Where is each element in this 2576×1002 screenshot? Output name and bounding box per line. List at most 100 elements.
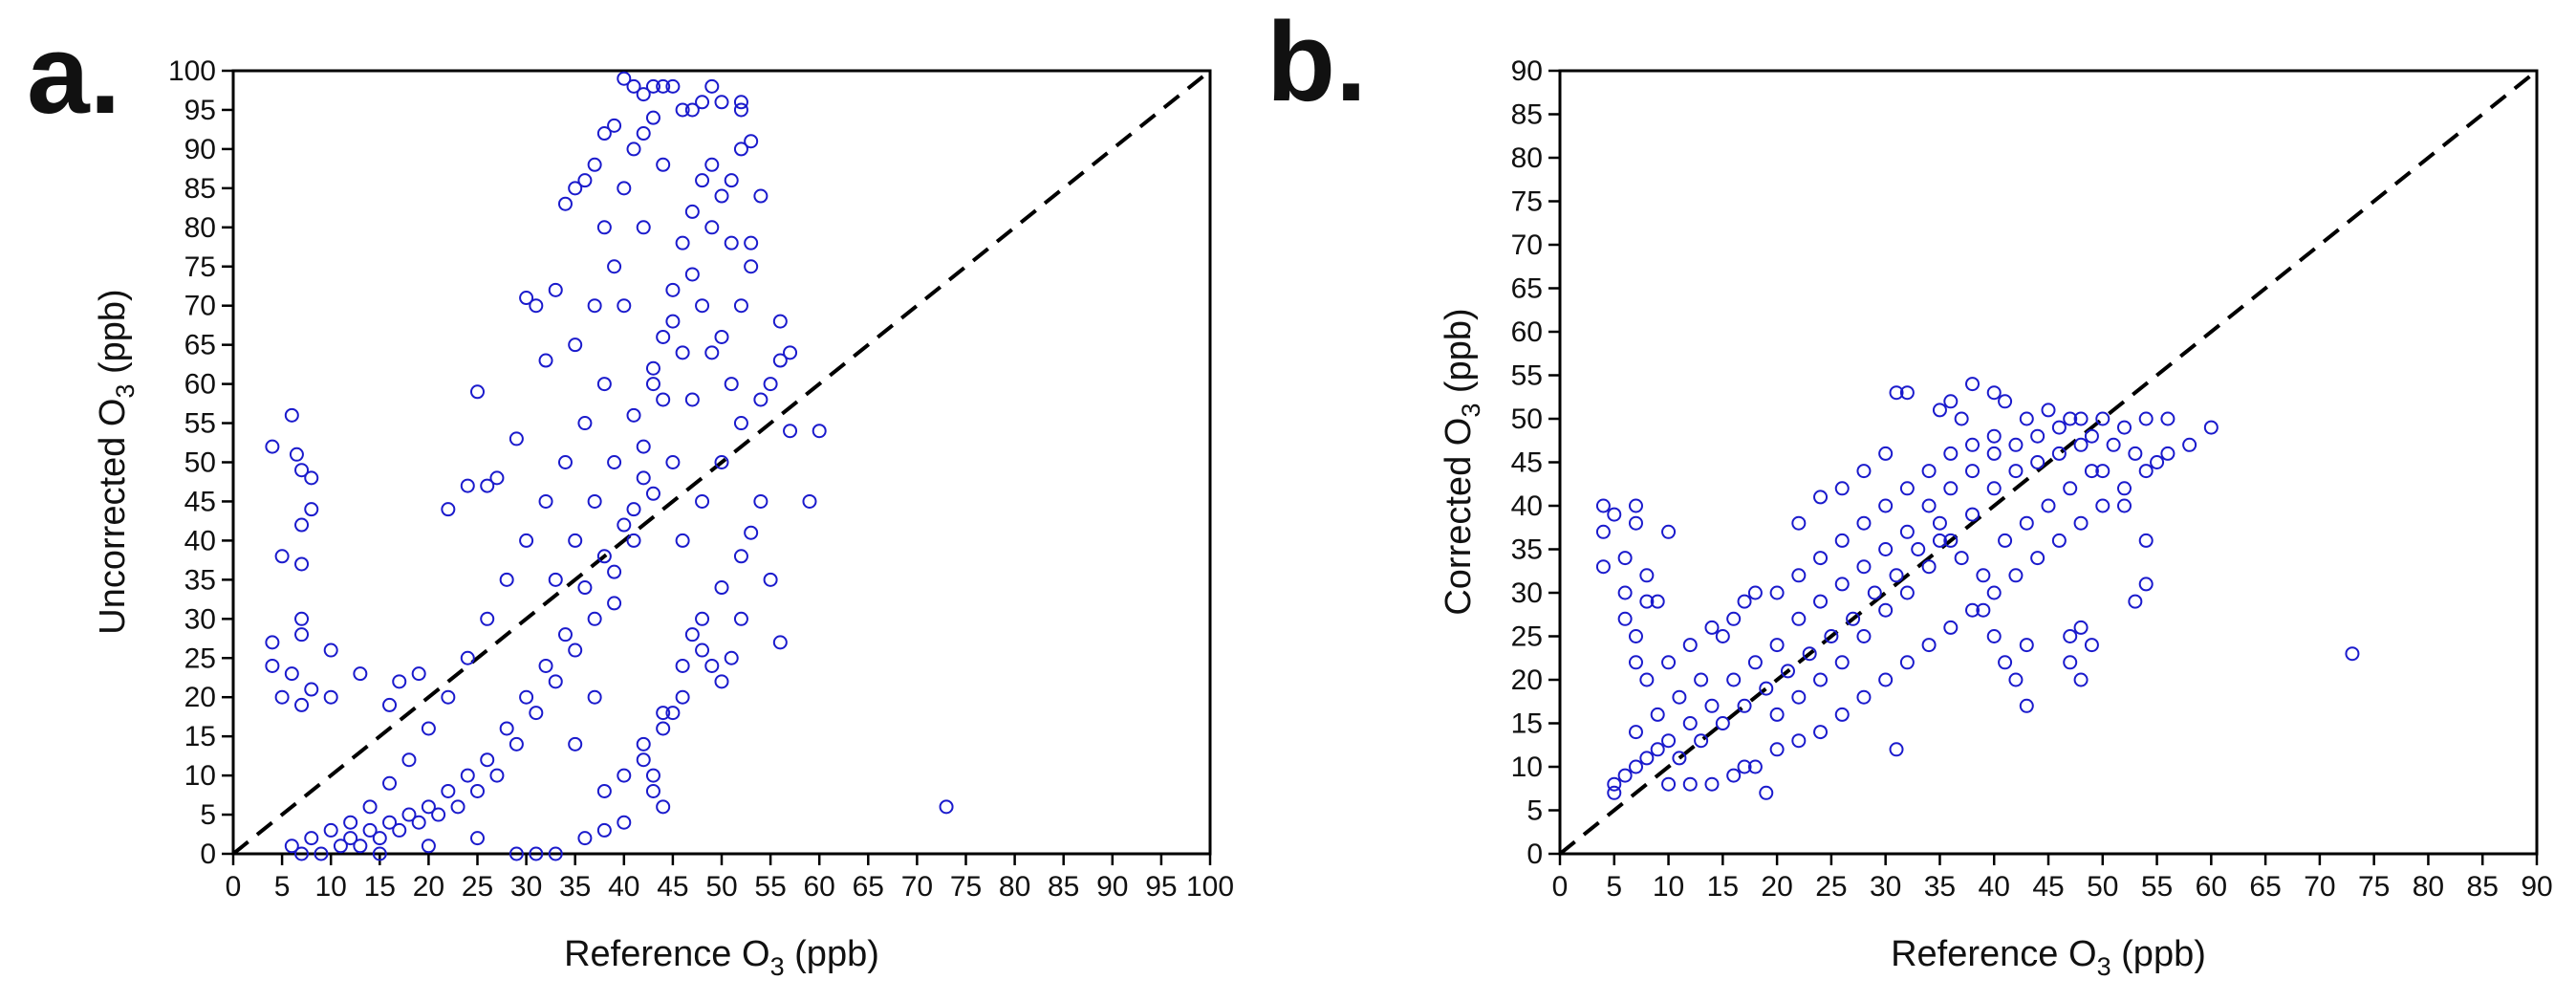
panel-b-data-point xyxy=(1607,776,1622,792)
panel-a-x-tick-label: 20 xyxy=(413,871,444,903)
panel-a-x-tick-label: 25 xyxy=(462,871,493,903)
panel-b-data-point xyxy=(1943,394,1959,409)
panel-a-data-point xyxy=(577,580,593,596)
panel-a-data-point xyxy=(645,360,660,376)
panel-b-data-point xyxy=(2106,437,2121,452)
panel-a-x-tick-label: 35 xyxy=(559,871,591,903)
panel-a-x-tick-label: 90 xyxy=(1096,871,1128,903)
panel-a-data-point xyxy=(489,470,505,486)
panel-b-data-point xyxy=(1813,672,1829,687)
panel-b-data-point xyxy=(1986,629,2002,643)
panel-a-data-point xyxy=(265,439,280,454)
panel-a-data-point xyxy=(509,846,524,861)
panel-a-data-point xyxy=(744,235,759,250)
panel-a-data-point xyxy=(353,666,368,682)
panel-a-data-point xyxy=(499,721,514,736)
panel-a-data-point xyxy=(460,478,475,493)
panel-a-data-point xyxy=(733,298,748,314)
panel-a-data-point xyxy=(577,416,593,431)
panel-b-data-point xyxy=(2063,629,2078,643)
panel-a-data-point xyxy=(626,142,641,157)
panel-b-x-tick-label: 50 xyxy=(2087,871,2118,903)
panel-b-data-point xyxy=(1628,498,1643,513)
panel-b-data-point xyxy=(1747,585,1763,600)
panel-b-data-point xyxy=(1889,385,1904,401)
panel-a-data-point xyxy=(284,666,299,682)
panel-a-data-point xyxy=(587,611,602,626)
panel-b-data-point xyxy=(1650,594,1665,609)
panel-b-data-point xyxy=(1802,646,1817,662)
panel-a-data-point xyxy=(617,71,632,86)
panel-a-data-point xyxy=(617,517,632,533)
panel-a-data-point xyxy=(675,658,690,673)
panel-a-data-point xyxy=(675,533,690,548)
panel-b-points xyxy=(1595,377,2360,800)
panel-a-y-tick-label: 95 xyxy=(184,95,216,126)
panel-a-data-point xyxy=(519,533,534,548)
panel-b-data-point xyxy=(1769,638,1785,653)
panel-a-data-point xyxy=(460,650,475,665)
panel-b-data-point xyxy=(1617,551,1633,566)
panel-b-data-point xyxy=(1943,446,1959,461)
panel-b-data-point xyxy=(2030,551,2046,566)
panel-a-data-point xyxy=(617,768,632,783)
panel-b-data-point xyxy=(2084,428,2099,444)
panel-b-data-point xyxy=(1682,638,1698,653)
panel-b-data-point xyxy=(1715,629,1730,643)
panel-a-x-tick-label: 45 xyxy=(657,871,688,903)
panel-a-data-point xyxy=(392,822,407,838)
panel-a-y-tick-label: 75 xyxy=(184,251,216,283)
panel-a-data-point xyxy=(645,486,660,501)
panel-b-data-point xyxy=(1617,585,1633,600)
panel-b-data-point xyxy=(1628,725,1643,740)
panel-a-data-point xyxy=(645,78,660,94)
panel-b-data-point xyxy=(2019,411,2034,426)
panel-a-data-point xyxy=(695,298,710,314)
panel-a-data-point xyxy=(636,220,651,235)
panel-a-data-point xyxy=(802,493,817,509)
panel-b-data-point xyxy=(1607,507,1622,522)
panel-a-data-point xyxy=(343,815,358,830)
panel-b-y-tick-label: 0 xyxy=(1526,839,1543,870)
panel-a-data-point xyxy=(714,329,729,344)
panel-a-data-point xyxy=(684,204,700,219)
panel-b-data-point xyxy=(1965,464,1981,479)
panel-a-data-point xyxy=(626,407,641,423)
panel-a-data-point xyxy=(519,689,534,705)
panel-a-data-point xyxy=(353,839,368,854)
panel-a-data-point xyxy=(411,666,426,682)
panel-a-x-tick-label: 50 xyxy=(705,871,737,903)
panel-b-data-point xyxy=(1737,698,1752,713)
panel-b-data-point xyxy=(2095,498,2111,513)
panel-b-data-point xyxy=(2073,620,2089,635)
panel-b-data-point xyxy=(2063,481,2078,496)
panel-a-data-point xyxy=(587,689,602,705)
panel-b-data-point xyxy=(1986,446,2002,461)
panel-b-data-point xyxy=(1921,498,1937,513)
panel-a-data-point xyxy=(733,611,748,626)
panel-b-y-tick-label: 5 xyxy=(1526,795,1543,827)
panel-b-data-point xyxy=(2051,533,2067,548)
panel-a-data-point xyxy=(372,831,387,846)
panel-b-y-tick-label: 75 xyxy=(1511,186,1543,218)
panel-b-data-point xyxy=(1813,594,1829,609)
panel-b-x-tick-label: 70 xyxy=(2304,871,2335,903)
panel-a-data-point xyxy=(284,839,299,854)
panel-b-data-point xyxy=(1704,698,1720,713)
panel-a-data-point xyxy=(675,689,690,705)
panel-b-data-point xyxy=(1932,403,1947,418)
panel-b-data-point xyxy=(1986,385,2002,401)
panel-b-y-axis-title: Corrected O3 (ppb) xyxy=(1439,308,1485,615)
panel-b-data-point xyxy=(1878,672,1894,687)
panel-b-data-point xyxy=(2095,411,2111,426)
panel-a-data-point xyxy=(596,549,612,564)
panel-a-data-point xyxy=(607,564,622,579)
panel-a-data-point xyxy=(607,455,622,469)
panel-a-data-point xyxy=(695,95,710,110)
panel-b-data-point xyxy=(1628,759,1643,774)
panel-a-data-point xyxy=(470,384,485,400)
panel-b-data-point xyxy=(1998,533,2013,548)
panel-b-one-to-one-line xyxy=(1558,69,2539,856)
panel-a-data-point xyxy=(323,689,338,705)
panel-a-data-point xyxy=(645,768,660,783)
